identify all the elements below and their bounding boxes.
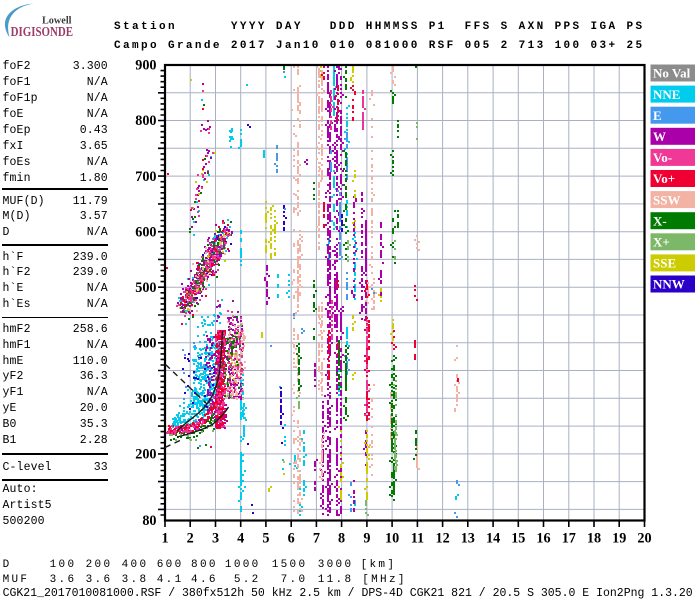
svg-text:700: 700 bbox=[135, 169, 156, 185]
svg-text:7: 7 bbox=[313, 530, 320, 546]
svg-text:W: W bbox=[653, 129, 666, 144]
svg-text:E: E bbox=[653, 108, 662, 123]
svg-text:Lowell: Lowell bbox=[42, 15, 72, 27]
svg-text:300: 300 bbox=[135, 391, 156, 407]
svg-text:900: 900 bbox=[135, 58, 156, 74]
svg-text:400: 400 bbox=[135, 335, 156, 351]
svg-text:DIGISONDE: DIGISONDE bbox=[11, 24, 74, 39]
svg-text:17: 17 bbox=[562, 530, 576, 546]
svg-text:16: 16 bbox=[536, 530, 550, 546]
svg-text:X-: X- bbox=[653, 213, 667, 228]
svg-text:9: 9 bbox=[363, 530, 370, 546]
svg-text:600: 600 bbox=[135, 224, 156, 240]
svg-text:15: 15 bbox=[511, 530, 525, 546]
svg-text:500: 500 bbox=[135, 280, 156, 296]
svg-text:No Val: No Val bbox=[653, 66, 691, 81]
svg-text:19: 19 bbox=[612, 530, 626, 546]
svg-text:10: 10 bbox=[385, 530, 399, 546]
svg-text:X+: X+ bbox=[653, 235, 670, 250]
svg-text:80: 80 bbox=[142, 513, 156, 529]
svg-text:5: 5 bbox=[262, 530, 269, 546]
svg-text:Vo+: Vo+ bbox=[653, 171, 675, 186]
svg-text:20: 20 bbox=[637, 530, 651, 546]
svg-text:12: 12 bbox=[436, 530, 450, 546]
svg-text:8: 8 bbox=[338, 530, 345, 546]
svg-text:NNW: NNW bbox=[653, 277, 685, 292]
svg-text:800: 800 bbox=[135, 113, 156, 129]
svg-text:NNE: NNE bbox=[653, 87, 680, 102]
svg-text:1: 1 bbox=[161, 530, 168, 546]
svg-text:2: 2 bbox=[187, 530, 194, 546]
svg-text:4: 4 bbox=[237, 530, 244, 546]
svg-text:11: 11 bbox=[411, 530, 424, 546]
svg-text:200: 200 bbox=[135, 447, 156, 463]
svg-text:6: 6 bbox=[288, 530, 295, 546]
svg-text:13: 13 bbox=[461, 530, 475, 546]
svg-text:Vo-: Vo- bbox=[653, 150, 672, 165]
svg-text:3: 3 bbox=[212, 530, 219, 546]
svg-text:SSE: SSE bbox=[653, 256, 676, 271]
svg-text:SSW: SSW bbox=[653, 192, 680, 207]
svg-text:18: 18 bbox=[587, 530, 601, 546]
svg-text:14: 14 bbox=[486, 530, 500, 546]
